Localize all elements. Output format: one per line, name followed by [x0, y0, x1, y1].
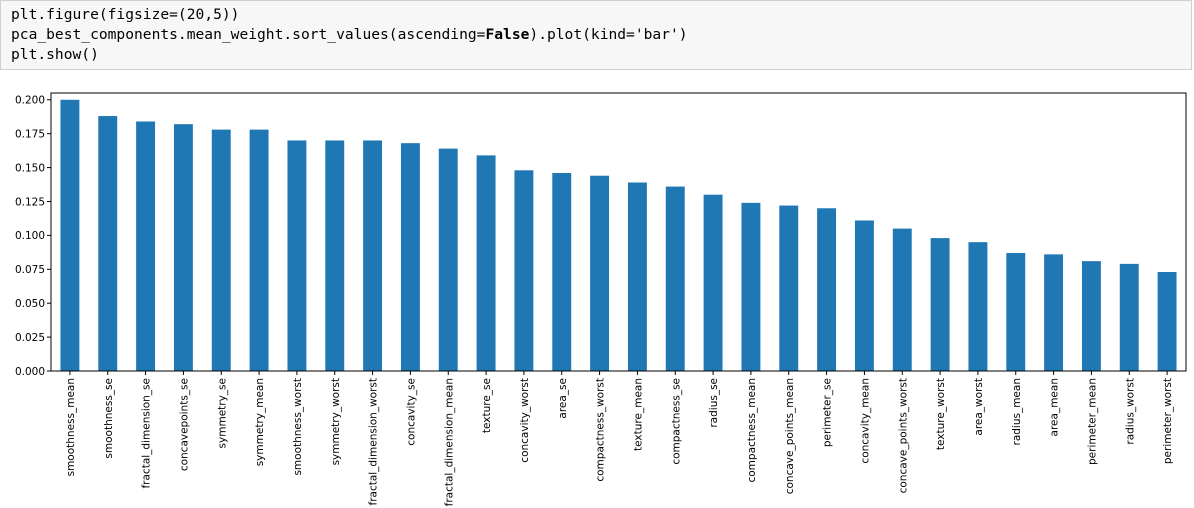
bar-concavity_mean — [854, 220, 874, 371]
code-line: plt.show() — [11, 45, 1183, 65]
x-tick-label: compactness_mean — [746, 378, 758, 483]
x-tick-label: perimeter_se — [822, 378, 834, 447]
x-tick-label: fractal_dimension_worst — [368, 378, 380, 506]
x-tick-label: concavepoints_se — [178, 378, 190, 471]
bar-concavepoints_se — [173, 124, 193, 371]
bar-concave_points_mean — [779, 205, 799, 371]
code-keyword: False — [485, 26, 530, 43]
x-tick-label: smoothness_se — [103, 378, 115, 459]
x-tick-label: concavity_se — [405, 378, 417, 446]
y-tick-label: 0.150 — [15, 162, 45, 174]
x-tick-label: radius_se — [708, 378, 720, 428]
x-tick-label: radius_mean — [1011, 378, 1023, 446]
x-axis: smoothness_mean smoothness_se fractal_dime… — [65, 371, 1174, 506]
x-tick-label: concavity_worst — [519, 378, 531, 463]
bar-compactness_mean — [741, 202, 761, 371]
x-tick-label: perimeter_worst — [1162, 378, 1174, 464]
y-tick-label: 0.200 — [15, 95, 45, 107]
bar-fractal_dimension_se — [136, 121, 156, 371]
bar-compactness_se — [665, 186, 685, 371]
x-tick-label: concave_points_mean — [784, 378, 796, 494]
x-tick-label: concavity_mean — [859, 378, 871, 464]
code-line: plt.figure(figsize=(20,5)) — [11, 5, 1183, 25]
bar-smoothness_se — [98, 116, 118, 372]
code-editor[interactable]: plt.figure(figsize=(20,5)) pca_best_compo… — [11, 5, 1183, 65]
x-tick-label: concave_points_worst — [897, 378, 909, 493]
x-tick-label: texture_worst — [935, 378, 947, 450]
code-cell[interactable]: plt.figure(figsize=(20,5)) pca_best_compo… — [0, 0, 1192, 70]
x-tick-label: radius_worst — [1124, 378, 1136, 445]
bar-fractal_dimension_worst — [363, 140, 383, 371]
code-text: ).plot(kind='bar') — [529, 26, 688, 43]
plot-frame — [50, 92, 1187, 372]
x-tick-label: smoothness_mean — [65, 378, 77, 476]
bar-symmetry_se — [211, 129, 231, 371]
code-text: plt.figure(figsize=(20,5)) — [11, 6, 240, 23]
x-tick-label: symmetry_se — [216, 378, 228, 448]
bar-symmetry_mean — [249, 129, 269, 371]
x-tick-label: symmetry_worst — [330, 378, 342, 465]
x-tick-label: perimeter_mean — [1086, 378, 1098, 465]
bar-area_worst — [968, 242, 988, 371]
y-tick-label: 0.175 — [15, 128, 45, 140]
bar-concavity_se — [400, 143, 420, 371]
y-tick-label: 0.075 — [15, 264, 45, 276]
x-tick-label: area_worst — [973, 378, 985, 436]
y-tick-label: 0.125 — [15, 196, 45, 208]
x-tick-label: fractal_dimension_se — [141, 378, 153, 489]
x-tick-label: smoothness_worst — [292, 378, 304, 476]
bar-perimeter_se — [817, 208, 837, 371]
bar-smoothness_mean — [60, 99, 80, 371]
y-tick-label: 0.100 — [15, 230, 45, 242]
bar-texture_worst — [930, 238, 950, 371]
y-axis: 0.000 0.025 0.050 0.075 0.100 0.125 0.150 0.175… — [15, 95, 51, 378]
bar-area_mean — [1044, 254, 1064, 371]
code-text: pca_best_components.mean_weight.sort_val… — [11, 26, 486, 43]
bar-radius_se — [703, 194, 723, 371]
bar-compactness_worst — [590, 175, 610, 371]
code-line: pca_best_components.mean_weight.sort_val… — [11, 25, 1183, 45]
bar-radius_mean — [1006, 253, 1026, 371]
bar-concave_points_worst — [892, 228, 912, 371]
x-tick-label: symmetry_mean — [254, 378, 266, 466]
x-tick-label: texture_mean — [632, 378, 644, 451]
bar-group — [60, 99, 1177, 372]
bar-radius_worst — [1119, 263, 1139, 371]
bar-chart: 0.000 0.025 0.050 0.075 0.100 0.125 0.150 0.175… — [15, 92, 1187, 506]
bar-texture_mean — [627, 182, 647, 371]
y-tick-label: 0.050 — [15, 298, 45, 310]
y-tick-label: 0.025 — [15, 332, 45, 344]
bar-symmetry_worst — [325, 140, 345, 371]
x-tick-label: compactness_worst — [595, 378, 607, 482]
x-tick-label: texture_se — [481, 378, 493, 433]
x-tick-label: compactness_se — [670, 378, 682, 465]
bar-fractal_dimension_mean — [438, 148, 458, 371]
y-tick-label: 0.000 — [15, 366, 45, 378]
bar-area_se — [552, 173, 572, 371]
bar-perimeter_worst — [1157, 272, 1177, 371]
bar-perimeter_mean — [1081, 261, 1101, 371]
x-tick-label: area_mean — [1049, 378, 1061, 436]
x-tick-label: fractal_dimension_mean — [443, 378, 455, 506]
bar-concavity_worst — [514, 170, 534, 371]
x-tick-label: area_se — [557, 378, 569, 419]
bar-texture_se — [476, 155, 496, 371]
bar-smoothness_worst — [287, 140, 307, 371]
code-text: plt.show() — [11, 46, 99, 63]
